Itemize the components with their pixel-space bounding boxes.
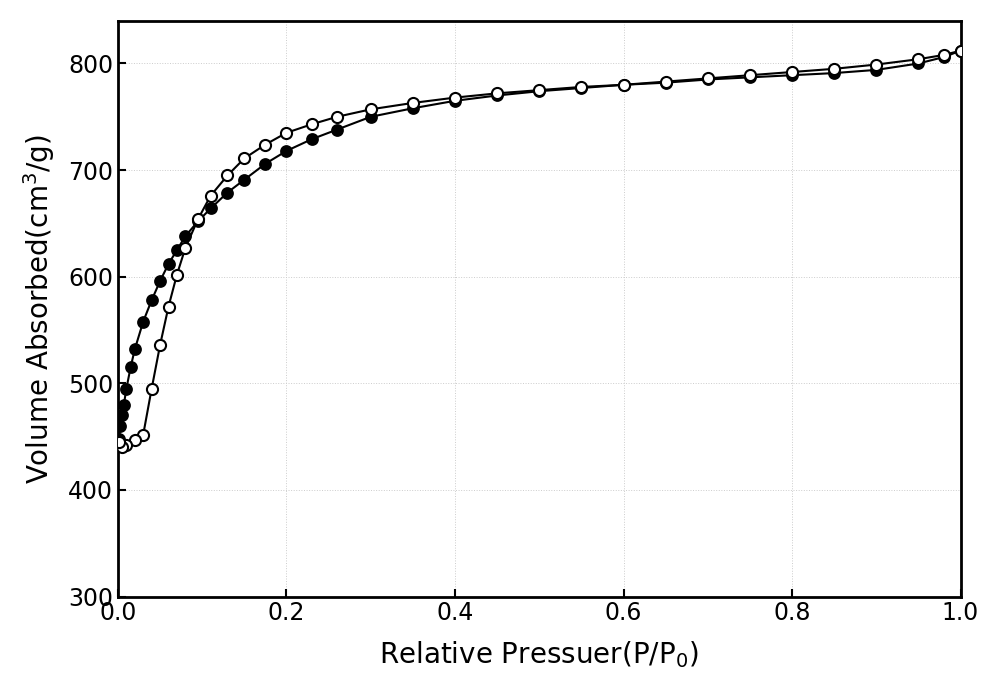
X-axis label: Relative Pressuer(P/P$_0$): Relative Pressuer(P/P$_0$) <box>379 639 699 670</box>
Y-axis label: Volume Absorbed(cm$^3$/g): Volume Absorbed(cm$^3$/g) <box>21 134 57 484</box>
